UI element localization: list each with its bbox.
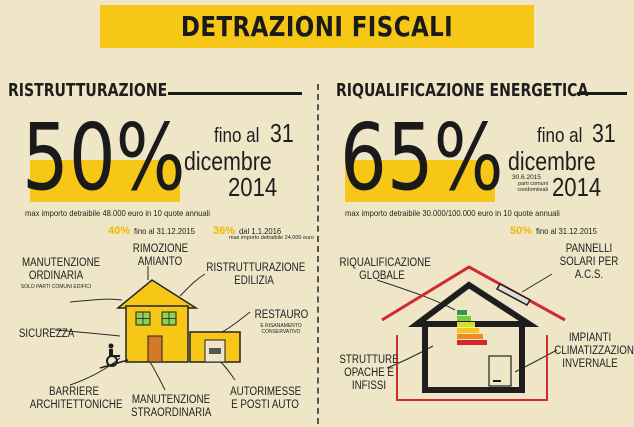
label-impianti: IMPIANTI CLIMATIZZAZIONE INVERNALE [554, 332, 634, 370]
month-left: dicembre [184, 146, 272, 176]
line-ristrutturazione [179, 273, 206, 297]
pct-b-left: 36% dal 1.1.2016 [213, 225, 282, 237]
pct-b-sub-left: max importo detraibile 24.000 euro [229, 235, 314, 241]
ristrutturazione-illustration [54, 266, 251, 391]
line-straordinaria [149, 361, 166, 391]
label-barriere: BARRIERE ARCHITETTONICHE [29, 386, 123, 411]
section-title-riqualificazione: RIQUALIFICAZIONE ENERGETICA [336, 80, 589, 101]
sub-text-right: parti comuni condominiali [517, 181, 548, 193]
label-pannelli-solari: PANNELLI SOLARI PER A.C.S. [559, 243, 619, 281]
max-importo-left: max importo detraibile 48.000 euro in 10… [25, 208, 211, 218]
roof-outline-icon [381, 265, 566, 322]
title-rule-right [577, 92, 627, 95]
line-impianti [514, 349, 558, 373]
label-manutenzione-straordinaria: MANUTENZIONE STRAORDINARIA [131, 394, 212, 419]
solar-panel-icon [495, 283, 532, 306]
line-manutenzione-ordinaria [69, 298, 123, 303]
energy-rating-icon [457, 310, 487, 345]
sub-date-right: 30.6.2015 [512, 174, 541, 181]
year-left: 2014 [228, 172, 278, 202]
line-sicurezza [54, 329, 121, 337]
percent-highlight-right [345, 160, 495, 202]
line-restauro [221, 311, 251, 333]
section-title-ristrutturazione: RISTRUTTURAZIONE [8, 80, 168, 101]
max-importo-right: max importo detraibile 30.000/100.000 eu… [345, 208, 560, 218]
pct-a-left: 40% fino al 31.12.2015 [108, 225, 196, 237]
line-barriere [69, 357, 121, 386]
riqualificazione-illustration [376, 265, 566, 401]
wheelchair-icon [99, 343, 129, 369]
year-right: 2014 [552, 172, 602, 202]
line-riqualificazione [376, 279, 456, 311]
fino-al-right: fino al [537, 125, 583, 147]
percent-highlight-left [30, 160, 180, 202]
label-manutenzione-ordinaria: MANUTENZIONE ORDINARIA SOLO PARTI COMUNI… [20, 257, 101, 290]
page-title: DETRAZIONI FISCALI [180, 10, 454, 43]
house-icon [115, 279, 199, 363]
label-rimozione-amianto: RIMOZIONE AMIANTO [132, 243, 189, 268]
title-rule-left [168, 92, 302, 95]
month-right: dicembre [508, 146, 596, 176]
label-ristrutturazione-edilizia: RISTRUTTURAZIONE EDILIZIA [206, 262, 306, 287]
label-sicurezza: SICUREZZA [18, 328, 75, 340]
label-autorimesse: AUTORIMESSE E POSTI AUTO [230, 386, 302, 411]
section-divider [317, 84, 319, 424]
line-strutture [386, 345, 434, 369]
fino-al-left: fino al [214, 125, 260, 147]
title-banner: DETRAZIONI FISCALI [100, 5, 534, 48]
wall-outline-icon [396, 335, 548, 401]
label-strutture: STRUTTURE OPACHE E INFISSI [339, 354, 399, 392]
label-restauro: RESTAURO E RISANAMENTO CONSERVATIVO [254, 309, 309, 335]
big-percent-left: 50% [22, 104, 186, 211]
house-walls-icon [422, 322, 525, 393]
day-left: 31 [270, 118, 294, 148]
big-percent-right: 65% [340, 104, 504, 211]
day-right: 31 [592, 118, 616, 148]
garage-icon [189, 331, 241, 363]
radiator-icon [488, 355, 512, 387]
line-pannelli [521, 273, 553, 293]
label-riqualificazione-globale: RIQUALIFICAZIONE GLOBALE [339, 257, 431, 282]
pct-a-right: 50% fino al 31.12.2015 [510, 225, 598, 237]
